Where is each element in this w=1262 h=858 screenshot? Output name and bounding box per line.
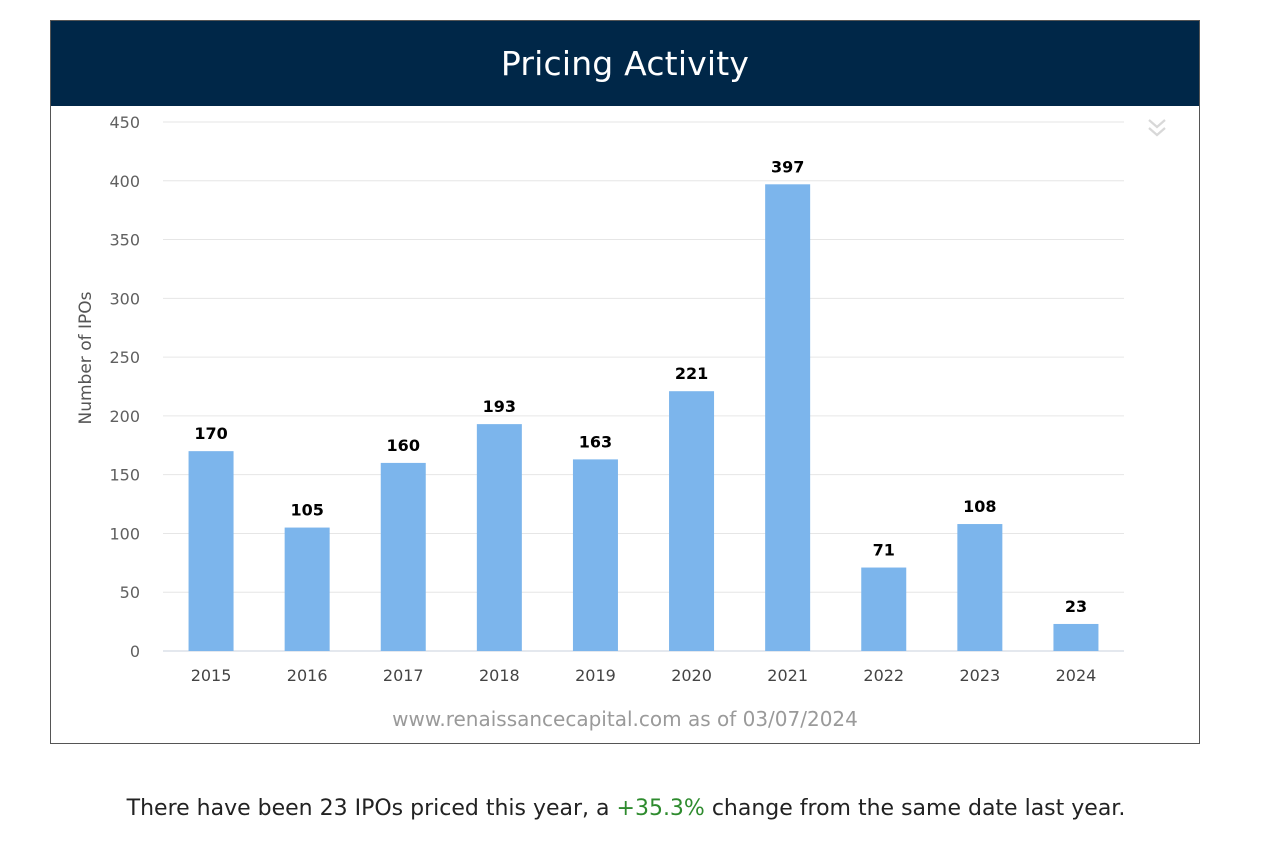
x-tick-label: 2020 <box>671 666 712 685</box>
data-label-2024: 23 <box>1065 597 1087 616</box>
bar-2020[interactable] <box>669 391 715 651</box>
source-note: www.renaissancecapital.com as of 03/07/2… <box>392 707 858 731</box>
summary-change-percent: +35.3% <box>616 796 705 821</box>
x-tick-label: 2022 <box>863 666 904 685</box>
y-tick-label: 450 <box>109 113 140 132</box>
x-tick-label: 2023 <box>959 666 1000 685</box>
y-tick-label: 400 <box>109 172 140 191</box>
bar-2017[interactable] <box>380 462 426 651</box>
data-labels: 170 105 160 193 163 221 397 71 108 23 <box>194 157 1087 616</box>
data-label-2016: 105 <box>290 501 323 520</box>
chart-title: Pricing Activity <box>500 44 750 83</box>
chart-card: Pricing Activity 0 50 100 150 200 250 300 350 40… <box>50 20 1200 744</box>
y-tick-label: 150 <box>109 466 140 485</box>
summary-text: There have been 23 IPOs priced this year… <box>0 796 1252 821</box>
summary-after: change from the same date last year. <box>704 796 1126 821</box>
x-tick-label: 2024 <box>1056 666 1097 685</box>
bar-2015[interactable] <box>188 451 234 651</box>
gridlines <box>163 121 1124 652</box>
bar-2023[interactable] <box>957 524 1003 651</box>
data-label-2017: 160 <box>387 436 420 455</box>
data-label-2015: 170 <box>194 424 227 443</box>
x-tick-label: 2017 <box>383 666 424 685</box>
y-axis-title: Number of IPOs <box>76 291 96 424</box>
x-tick-label: 2015 <box>191 666 232 685</box>
y-tick-label: 50 <box>120 583 140 602</box>
x-tick-label: 2021 <box>767 666 808 685</box>
y-tick-label: 0 <box>130 642 140 661</box>
bar-2019[interactable] <box>572 459 618 651</box>
x-tick-label: 2016 <box>287 666 328 685</box>
chart-header: Pricing Activity <box>51 21 1199 106</box>
bar-2016[interactable] <box>284 527 330 651</box>
y-tick-label: 250 <box>109 348 140 367</box>
data-label-2018: 193 <box>483 397 516 416</box>
y-tick-label: 200 <box>109 407 140 426</box>
y-axis-ticks: 0 50 100 150 200 250 300 350 400 450 <box>109 113 140 661</box>
y-tick-label: 350 <box>109 231 140 250</box>
x-tick-label: 2018 <box>479 666 520 685</box>
x-axis-ticks: 2015 2016 2017 2018 2019 2020 2021 2022 2023 2024 <box>191 666 1097 685</box>
data-label-2022: 71 <box>873 541 895 560</box>
bars <box>188 184 1099 651</box>
y-tick-label: 100 <box>109 524 140 543</box>
x-tick-label: 2019 <box>575 666 616 685</box>
double-chevron-down-icon[interactable] <box>1143 117 1171 143</box>
y-tick-label: 300 <box>109 289 140 308</box>
summary-before: There have been 23 IPOs priced this year… <box>126 796 617 821</box>
bar-2018[interactable] <box>476 424 522 651</box>
data-label-2020: 221 <box>675 364 708 383</box>
bar-2022[interactable] <box>861 567 907 651</box>
bar-2024[interactable] <box>1053 623 1099 651</box>
bar-2021[interactable] <box>765 184 811 651</box>
data-label-2021: 397 <box>771 157 804 176</box>
data-label-2023: 108 <box>963 497 996 516</box>
data-label-2019: 163 <box>579 432 612 451</box>
bar-chart: 0 50 100 150 200 250 300 350 400 450 170 105 160 193… <box>76 113 1124 685</box>
